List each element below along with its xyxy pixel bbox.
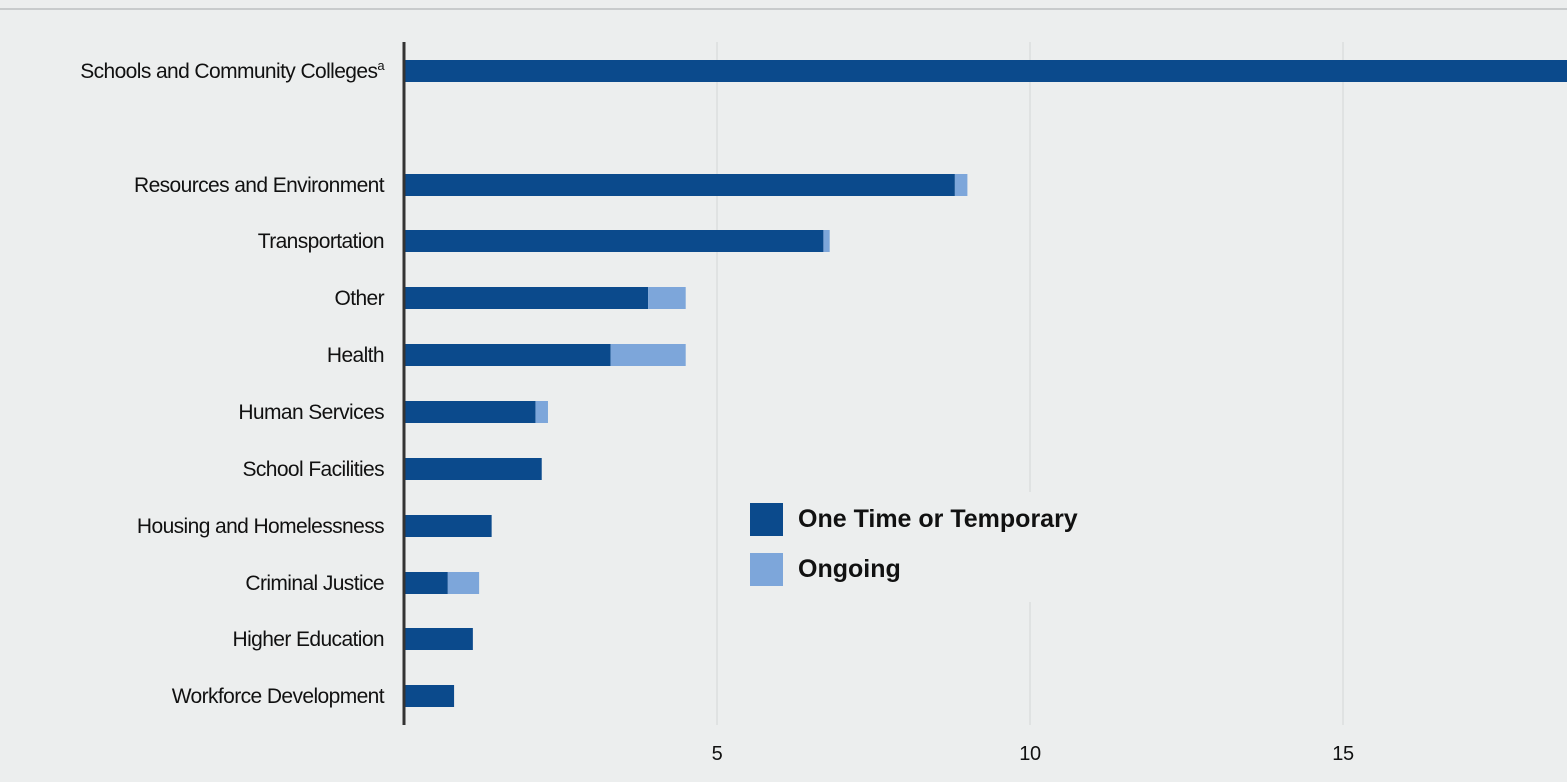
category-label-8: Criminal Justice — [245, 572, 384, 595]
bar-one-time-4 — [404, 344, 611, 366]
legend-label-ongoing: Ongoing — [798, 554, 901, 583]
legend-item-one-time: One Time or Temporary — [750, 494, 1078, 544]
gridlines — [716, 42, 1344, 725]
top-divider — [0, 8, 1567, 10]
bar-one-time-6 — [404, 458, 542, 480]
bar-ongoing-2 — [823, 230, 830, 252]
x-tick-label-5: 5 — [712, 743, 723, 765]
x-tick-label-10: 10 — [1019, 743, 1041, 765]
legend-swatch-one-time — [750, 502, 783, 536]
bar-ongoing-3 — [648, 287, 686, 309]
bar-one-time-0 — [404, 60, 1567, 82]
category-label-4: Health — [327, 344, 384, 367]
category-label-2: Transportation — [258, 230, 384, 253]
legend-item-ongoing: Ongoing — [750, 544, 1078, 594]
category-label-9: Higher Education — [233, 628, 385, 651]
category-label-6: School Facilities — [242, 458, 384, 481]
category-label-10: Workforce Development — [172, 685, 385, 708]
bar-ongoing-5 — [535, 401, 548, 423]
bar-ongoing-1 — [954, 174, 968, 196]
x-tick-label-15: 15 — [1332, 743, 1354, 765]
legend-swatch-ongoing — [750, 552, 783, 586]
bar-one-time-2 — [404, 230, 824, 252]
bars — [404, 60, 1567, 707]
category-label-3: Other — [334, 287, 384, 310]
legend-label-one-time: One Time or Temporary — [798, 504, 1078, 533]
category-label-5: Human Services — [238, 401, 384, 424]
bar-one-time-7 — [404, 515, 492, 537]
bar-one-time-5 — [404, 401, 536, 423]
legend: One Time or Temporary Ongoing — [750, 492, 1088, 602]
bar-ongoing-8 — [447, 572, 480, 594]
bar-one-time-1 — [404, 174, 955, 196]
bar-ongoing-4 — [610, 344, 686, 366]
bar-one-time-8 — [404, 572, 448, 594]
bar-one-time-3 — [404, 287, 649, 309]
category-label-7: Housing and Homelessness — [137, 515, 384, 538]
category-footnote-marker: a — [377, 58, 385, 73]
bar-one-time-9 — [404, 628, 473, 650]
category-label-1: Resources and Environment — [134, 174, 385, 197]
bar-one-time-10 — [404, 685, 455, 707]
x-axis-tick-labels: 51015202530$35 — [712, 743, 1355, 765]
category-label-0: Schools and Community Collegesa — [80, 58, 385, 83]
category-labels: Schools and Community Collegesa Resources… — [80, 58, 386, 708]
